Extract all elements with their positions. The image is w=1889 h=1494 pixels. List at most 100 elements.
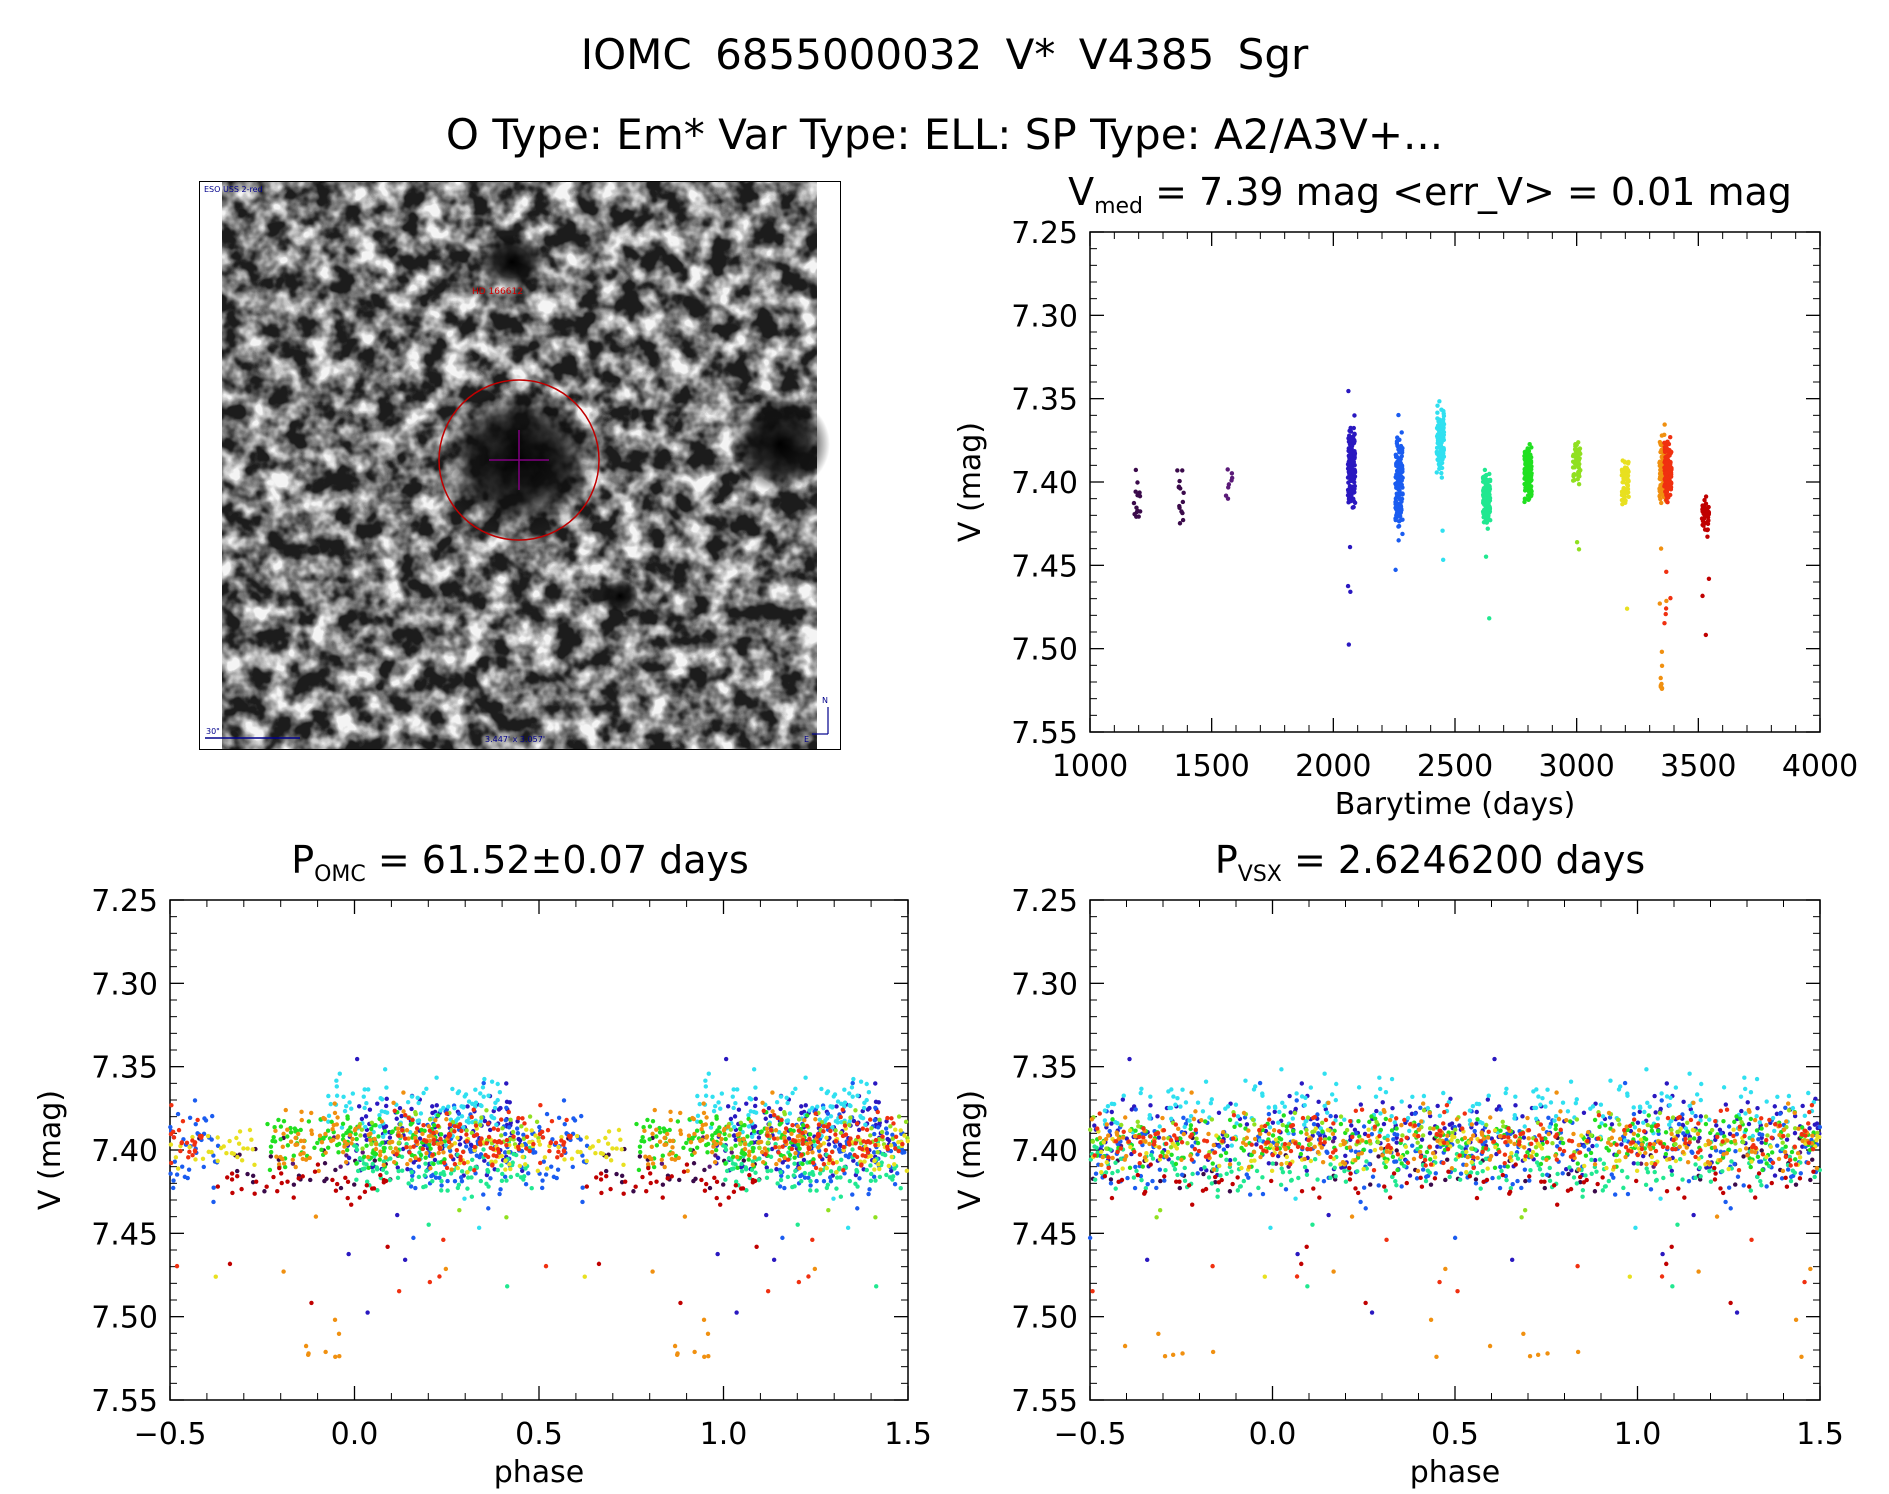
phase_vsx-point	[1755, 1105, 1760, 1111]
phase_vsx-point	[1743, 1111, 1748, 1116]
type-subtitle: O Type: Em* Var Type: ELL: SP Type: A2/A…	[445, 110, 1444, 159]
phase_omc-point	[373, 1146, 379, 1152]
phase_vsx-point	[1717, 1127, 1723, 1133]
phase_vsx-point	[1474, 1101, 1480, 1107]
phase_omc-point	[452, 1129, 457, 1134]
phase_omc-point	[464, 1128, 469, 1133]
phase_vsx-point	[1703, 1121, 1709, 1127]
phase_vsx-point	[1528, 1168, 1533, 1173]
phase_omc-point	[455, 1185, 461, 1191]
phase_omc-point	[301, 1138, 307, 1144]
phase_vsx-point	[1361, 1124, 1367, 1129]
phase_omc-point	[465, 1186, 470, 1191]
phase_vsx-point	[1288, 1110, 1293, 1115]
phase_omc-point	[851, 1158, 856, 1163]
phase_omc-point	[847, 1091, 852, 1096]
phase_omc-point	[604, 1154, 609, 1160]
phase_omc-ytick-label: 7.55	[91, 1384, 158, 1419]
phase_omc-point	[459, 1169, 465, 1174]
phase_vsx-point	[1698, 1118, 1703, 1123]
phase_omc-point	[404, 1144, 409, 1150]
phase_omc-point	[464, 1138, 470, 1144]
phase_omc-point	[744, 1188, 749, 1193]
phase_vsx-point	[1115, 1168, 1120, 1174]
phase_omc-point	[859, 1162, 864, 1167]
phase_vsx-point	[1574, 1097, 1579, 1102]
phase_omc-point	[494, 1154, 499, 1159]
lightcurve-point	[1658, 441, 1663, 447]
phase_omc-point	[891, 1121, 896, 1126]
phase_vsx-point	[1520, 1114, 1525, 1119]
phase_vsx-point	[1277, 1109, 1282, 1115]
phase_vsx-point	[1188, 1114, 1194, 1119]
lightcurve-point	[1666, 478, 1671, 484]
size-label: 3.447' x 3.057'	[485, 735, 545, 744]
phase_omc-point	[898, 1185, 903, 1191]
phase_omc-point	[424, 1168, 429, 1174]
lightcurve-point	[1528, 474, 1534, 480]
phase_omc-point	[662, 1142, 667, 1148]
phase_omc-point	[187, 1115, 193, 1120]
phase_omc-point	[697, 1101, 702, 1107]
phase_vsx-point	[1475, 1170, 1480, 1176]
lightcurve-point	[1440, 452, 1445, 457]
phase_omc-point	[538, 1103, 543, 1108]
phase_vsx-point	[1659, 1098, 1664, 1103]
phase_vsx-point	[1125, 1175, 1130, 1181]
phase_vsx-point	[1573, 1101, 1579, 1106]
phase_vsx-point	[1745, 1100, 1750, 1105]
phase_vsx-point	[1247, 1192, 1253, 1197]
phase_vsx-point	[1404, 1150, 1410, 1155]
phase_omc-xtick-label: 0.0	[331, 1417, 379, 1452]
phase_vsx-point	[1788, 1178, 1794, 1184]
lightcurve-point	[1662, 620, 1667, 626]
phase_vsx-point	[1553, 1114, 1559, 1119]
phase_vsx-point	[1534, 1160, 1540, 1165]
phase_vsx-point	[1167, 1105, 1172, 1111]
phase_vsx-point	[1443, 1177, 1448, 1183]
phase_vsx-point	[1669, 1168, 1674, 1174]
phase_omc-point	[864, 1081, 869, 1087]
phase_omc-point	[234, 1135, 239, 1141]
phase_vsx-point	[1588, 1150, 1594, 1156]
lightcurve-point	[1700, 503, 1705, 508]
phase_omc-point	[335, 1135, 340, 1140]
phase_omc-point	[780, 1235, 785, 1241]
phase_vsx-point	[1227, 1117, 1233, 1123]
phase_omc-point	[536, 1138, 541, 1144]
phase_omc-point	[711, 1108, 717, 1114]
phase_omc-point	[570, 1164, 575, 1170]
phase_omc-point	[657, 1139, 663, 1144]
phase_vsx-point	[1224, 1157, 1229, 1162]
phase_omc-point	[323, 1349, 328, 1355]
phase_omc-point	[330, 1126, 335, 1132]
phase_vsx-point	[1546, 1115, 1551, 1120]
phase_vsx-point	[1669, 1172, 1675, 1177]
phase_vsx-point	[1276, 1153, 1281, 1159]
phase_vsx-point	[1332, 1135, 1337, 1141]
phase_vsx-point	[1113, 1120, 1118, 1125]
phase_vsx-point	[1688, 1107, 1694, 1112]
phase_omc-point	[556, 1144, 561, 1150]
phase_omc-point	[889, 1116, 894, 1121]
phase_omc-point	[508, 1117, 513, 1123]
phase_omc-point	[704, 1115, 709, 1120]
phase_omc-point	[876, 1162, 881, 1167]
phase_omc-point	[206, 1149, 211, 1155]
lightcurve-point	[1398, 456, 1403, 462]
phase_vsx-ylabel: V (mag)	[953, 1090, 988, 1210]
phase_omc-point	[804, 1123, 810, 1129]
lightcurve-point	[1396, 523, 1402, 529]
phase_omc-point	[836, 1147, 842, 1152]
phase_omc-point	[736, 1107, 742, 1112]
phase_omc-point	[437, 1274, 442, 1279]
phase_omc-point	[670, 1145, 675, 1150]
phase_omc-point	[734, 1310, 739, 1315]
phase_omc-point	[792, 1184, 797, 1189]
phase_omc-point	[775, 1136, 780, 1141]
lightcurve-point	[1180, 517, 1186, 523]
phase_vsx-point	[1689, 1110, 1695, 1115]
phase_vsx-point	[1638, 1105, 1643, 1111]
phase_omc-point	[860, 1126, 866, 1131]
phase_omc-point	[707, 1164, 712, 1169]
